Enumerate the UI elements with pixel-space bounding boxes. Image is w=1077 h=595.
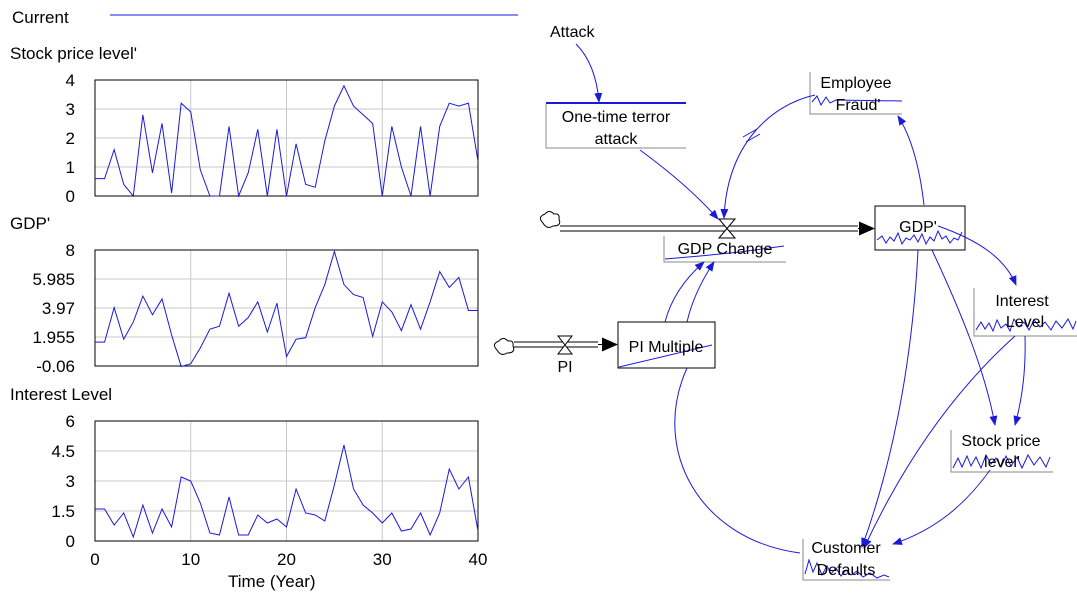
x-tick-label: 40 xyxy=(469,550,488,569)
y-tick-label: 5.985 xyxy=(32,270,75,289)
source-cloud-icon xyxy=(493,338,515,355)
link-interest-customer xyxy=(863,335,1016,549)
node-stock-line2[interactable]: level' xyxy=(984,454,1020,471)
node-interest-line2[interactable]: Level xyxy=(1006,314,1044,331)
y-tick-label: 6 xyxy=(66,412,75,431)
y-tick-label: 8 xyxy=(66,241,75,260)
y-tick-label: 2 xyxy=(66,129,75,148)
link-terror-gdpchange xyxy=(639,149,719,220)
y-tick-label: 0 xyxy=(66,187,75,206)
link-gdp-interest xyxy=(937,225,1017,286)
chart-title-gdp: GDP' xyxy=(10,214,51,233)
y-tick-label: 3 xyxy=(66,100,75,119)
y-tick-label: 1 xyxy=(66,158,75,177)
node-employee-line2[interactable]: Fraud' xyxy=(836,97,881,114)
link-customer-pimultiple xyxy=(674,367,801,554)
link-stock-customer xyxy=(892,469,991,545)
pi-multiple-stock-box[interactable] xyxy=(617,321,716,369)
link-interest-stock xyxy=(1013,335,1026,426)
source-cloud-icon xyxy=(539,211,561,228)
node-employee-line1[interactable]: Employee xyxy=(820,75,891,92)
x-tick-label: 0 xyxy=(90,550,99,569)
y-tick-label: 1.5 xyxy=(51,502,75,521)
link-pimultiple-gdpchange-1 xyxy=(664,261,705,323)
link-pimultiple-gdpchange-2 xyxy=(686,261,715,323)
x-tick-label: 20 xyxy=(277,550,296,569)
link-attack-terror xyxy=(575,43,603,103)
y-tick-label: 4.5 xyxy=(51,442,75,461)
x-tick-label: 30 xyxy=(373,550,392,569)
node-interest-line1[interactable]: Interest xyxy=(995,293,1049,310)
y-tick-label: 3 xyxy=(66,472,75,491)
y-tick-label: 4 xyxy=(66,71,75,90)
node-customer-line1[interactable]: Customer xyxy=(811,540,881,557)
link-employee-gdpchange xyxy=(720,94,816,219)
chart-title-interest: Interest Level xyxy=(10,385,113,404)
legend-label: Current xyxy=(12,8,69,27)
pi-valve-icon xyxy=(556,335,574,355)
link-gdp-stock xyxy=(931,249,998,426)
chart-title-stock: Stock price level' xyxy=(10,44,138,63)
gdp-change-valve-icon xyxy=(717,218,737,239)
y-tick-label: 3.97 xyxy=(42,299,75,318)
plot-frame xyxy=(94,249,479,367)
node-gdp[interactable]: GDP' xyxy=(899,219,937,236)
plot-frame xyxy=(94,420,479,542)
series-line xyxy=(95,444,479,539)
x-tick-label: 10 xyxy=(181,550,200,569)
y-tick-label: 1.955 xyxy=(32,328,75,347)
series-line xyxy=(95,249,478,368)
pi-inflow-pipe xyxy=(493,335,618,355)
node-pi[interactable]: PI xyxy=(557,359,572,376)
time-axis-label: Time (Year) xyxy=(228,572,316,591)
link-gdp-employee xyxy=(897,115,925,206)
y-tick-label: 0 xyxy=(66,532,75,551)
node-terror-line1[interactable]: One-time terror xyxy=(562,109,671,126)
node-stock-line1[interactable]: Stock price xyxy=(961,433,1040,450)
node-customer-line2[interactable]: Defaults xyxy=(817,562,876,579)
node-attack[interactable]: Attack xyxy=(550,24,595,41)
gdp-inflow-pipe xyxy=(539,211,875,239)
series-line xyxy=(95,84,479,198)
node-gdp-change[interactable]: GDP Change xyxy=(678,241,773,258)
node-terror-line2[interactable]: attack xyxy=(595,131,639,148)
link-gdp-customer xyxy=(861,249,919,548)
legend-line xyxy=(110,14,518,16)
y-tick-label: -0.06 xyxy=(36,357,75,376)
node-pi-multiple[interactable]: PI Multiple xyxy=(629,339,704,356)
